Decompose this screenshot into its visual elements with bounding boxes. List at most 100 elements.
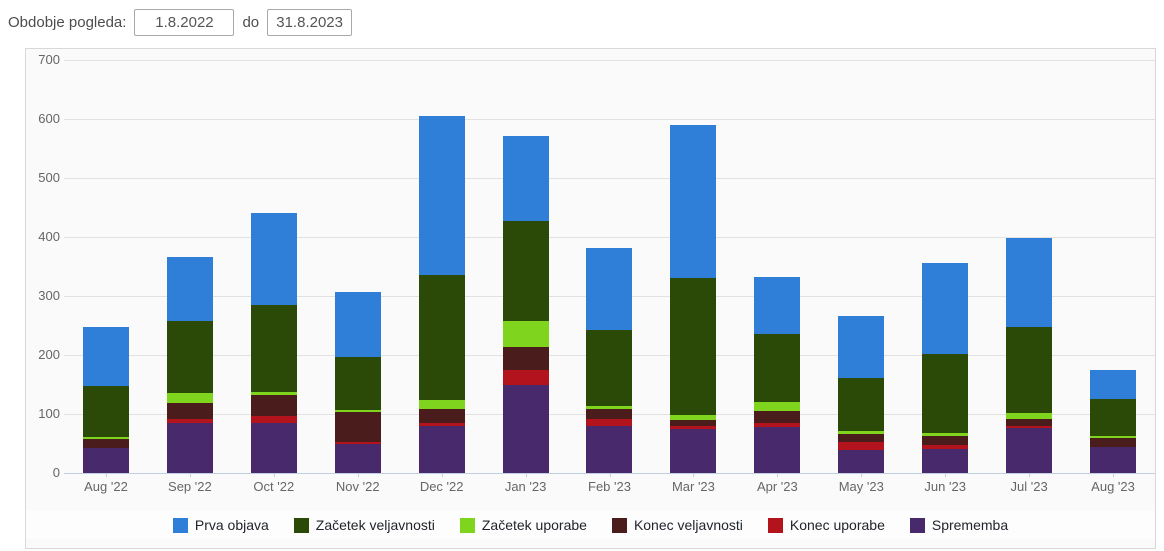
segment-prva-objava[interactable] [838, 315, 885, 379]
segment-za-etek-uporabe[interactable] [754, 402, 801, 412]
segment-za-etek-uporabe[interactable] [922, 432, 969, 437]
period-to-input[interactable] [267, 8, 353, 36]
segment-za-etek-uporabe[interactable] [82, 437, 129, 440]
segment-za-etek-veljavnosti[interactable] [166, 320, 213, 394]
segment-za-etek-uporabe[interactable] [418, 400, 465, 410]
segment-sprememba[interactable] [1090, 447, 1137, 473]
segment-za-etek-uporabe[interactable] [334, 409, 381, 413]
segment-za-etek-veljavnosti[interactable] [670, 278, 717, 416]
segment-prva-objava[interactable] [922, 263, 969, 355]
segment-konec-veljavnosti[interactable] [166, 403, 213, 420]
stacked-bar-dec22[interactable] [418, 115, 465, 473]
segment-za-etek-uporabe[interactable] [670, 415, 717, 420]
period-from-input[interactable] [134, 8, 235, 36]
legend-item-konec-veljavnosti[interactable]: Konec veljavnosti [611, 517, 743, 533]
segment-za-etek-veljavnosti[interactable] [838, 378, 885, 431]
segment-konec-veljavnosti[interactable] [418, 409, 465, 424]
segment-za-etek-veljavnosti[interactable] [1090, 399, 1137, 436]
segment-za-etek-veljavnosti[interactable] [418, 274, 465, 401]
segment-konec-veljavnosti[interactable] [838, 433, 885, 442]
stacked-bar-nov22[interactable] [334, 291, 381, 473]
segment-prva-objava[interactable] [250, 212, 297, 305]
segment-konec-veljavnosti[interactable] [502, 346, 549, 371]
stacked-bar-feb23[interactable] [586, 247, 633, 473]
segment-konec-veljavnosti[interactable] [1006, 418, 1053, 427]
segment-konec-veljavnosti[interactable] [586, 409, 633, 420]
segment-konec-veljavnosti[interactable] [250, 394, 297, 417]
segment-za-etek-uporabe[interactable] [586, 405, 633, 410]
stacked-bar-sep22[interactable] [166, 256, 213, 473]
legend-item-za-etek-uporabe[interactable]: Začetek uporabe [459, 517, 587, 533]
segment-konec-uporabe[interactable] [418, 423, 465, 426]
segment-konec-veljavnosti[interactable] [82, 439, 129, 449]
segment-prva-objava[interactable] [418, 115, 465, 275]
stacked-bar-aug23[interactable] [1090, 370, 1137, 473]
segment-prva-objava[interactable] [166, 256, 213, 321]
segment-prva-objava[interactable] [82, 326, 129, 386]
segment-za-etek-veljavnosti[interactable] [502, 220, 549, 322]
segment-za-etek-veljavnosti[interactable] [82, 385, 129, 438]
x-axis-tick [609, 473, 611, 477]
segment-za-etek-veljavnosti[interactable] [922, 354, 969, 433]
segment-sprememba[interactable] [82, 448, 129, 473]
segment-konec-uporabe[interactable] [166, 419, 213, 423]
segment-konec-uporabe[interactable] [754, 422, 801, 427]
segment-konec-veljavnosti[interactable] [922, 436, 969, 446]
stacked-bar-aug22[interactable] [82, 326, 129, 473]
segment-za-etek-uporabe[interactable] [166, 393, 213, 404]
y-tick-label-500: 500 [38, 170, 60, 185]
stacked-bar-jan23[interactable] [502, 136, 549, 473]
segment-konec-uporabe[interactable] [670, 425, 717, 430]
x-axis-tick [693, 473, 695, 477]
segment-konec-uporabe[interactable] [922, 445, 969, 449]
stacked-bar-jul23[interactable] [1006, 238, 1053, 473]
segment-konec-veljavnosti[interactable] [1090, 438, 1137, 448]
segment-sprememba[interactable] [922, 448, 969, 473]
stacked-bar-mar23[interactable] [670, 124, 717, 473]
legend-item-konec-uporabe[interactable]: Konec uporabe [767, 517, 885, 533]
segment-konec-veljavnosti[interactable] [334, 412, 381, 443]
segment-za-etek-veljavnosti[interactable] [586, 330, 633, 406]
segment-konec-veljavnosti[interactable] [670, 419, 717, 426]
segment-sprememba[interactable] [838, 450, 885, 473]
segment-sprememba[interactable] [334, 444, 381, 473]
segment-za-etek-uporabe[interactable] [838, 430, 885, 434]
segment-za-etek-uporabe[interactable] [1006, 412, 1053, 419]
segment-za-etek-veljavnosti[interactable] [334, 356, 381, 410]
stacked-bar-apr23[interactable] [754, 277, 801, 473]
segment-konec-veljavnosti[interactable] [754, 411, 801, 423]
stacked-bar-oct22[interactable] [250, 212, 297, 473]
segment-sprememba[interactable] [418, 425, 465, 473]
legend-item-prva-objava[interactable]: Prva objava [172, 517, 269, 533]
segment-prva-objava[interactable] [502, 136, 549, 221]
segment-sprememba[interactable] [502, 384, 549, 473]
segment-konec-uporabe[interactable] [502, 370, 549, 385]
segment-konec-uporabe[interactable] [334, 442, 381, 445]
segment-prva-objava[interactable] [1090, 370, 1137, 400]
segment-sprememba[interactable] [1006, 428, 1053, 473]
segment-za-etek-uporabe[interactable] [502, 321, 549, 347]
segment-konec-uporabe[interactable] [250, 416, 297, 423]
segment-za-etek-veljavnosti[interactable] [754, 334, 801, 403]
segment-za-etek-veljavnosti[interactable] [250, 304, 297, 393]
segment-konec-uporabe[interactable] [1006, 426, 1053, 429]
segment-sprememba[interactable] [586, 425, 633, 473]
segment-konec-uporabe[interactable] [838, 441, 885, 450]
segment-sprememba[interactable] [754, 426, 801, 473]
segment-sprememba[interactable] [166, 422, 213, 473]
segment-sprememba[interactable] [670, 429, 717, 473]
segment-prva-objava[interactable] [670, 124, 717, 279]
segment-sprememba[interactable] [250, 422, 297, 473]
segment-prva-objava[interactable] [1006, 238, 1053, 327]
stacked-bar-may23[interactable] [838, 315, 885, 473]
segment-za-etek-uporabe[interactable] [250, 392, 297, 395]
legend-item-sprememba[interactable]: Sprememba [909, 517, 1008, 533]
segment-konec-uporabe[interactable] [586, 419, 633, 426]
segment-za-etek-uporabe[interactable] [1090, 435, 1137, 439]
stacked-bar-jun23[interactable] [922, 263, 969, 473]
legend-item-za-etek-veljavnosti[interactable]: Začetek veljavnosti [293, 517, 435, 533]
segment-za-etek-veljavnosti[interactable] [1006, 326, 1053, 413]
segment-prva-objava[interactable] [754, 277, 801, 335]
segment-prva-objava[interactable] [334, 291, 381, 357]
segment-prva-objava[interactable] [586, 247, 633, 331]
